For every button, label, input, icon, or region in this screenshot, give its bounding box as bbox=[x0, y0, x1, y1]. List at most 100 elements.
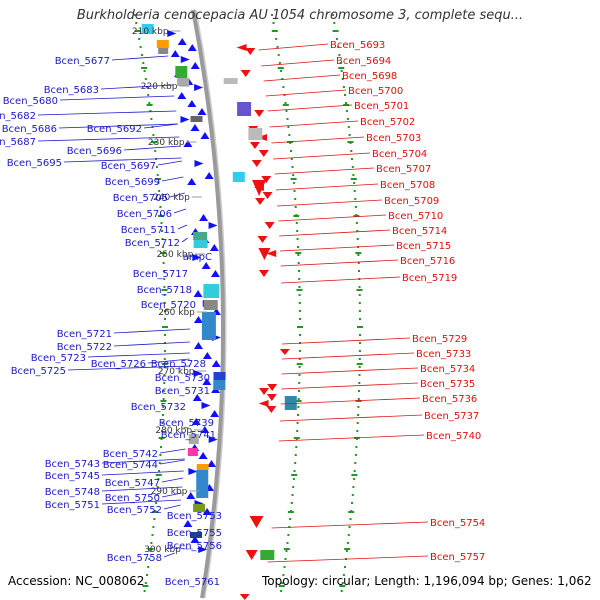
gene-label-right[interactable]: Bcen_5694 bbox=[336, 56, 391, 67]
track-dot bbox=[282, 574, 285, 576]
track-dot bbox=[284, 102, 287, 104]
gene-label-left[interactable]: Bcen_5751 bbox=[45, 500, 100, 511]
gene-arrow bbox=[187, 178, 197, 185]
track-dot bbox=[147, 94, 150, 96]
gene-label-left[interactable]: Bcen_5741 bbox=[161, 430, 216, 441]
gene-label-left[interactable]: Bcen_5745 bbox=[45, 471, 100, 482]
gene-label-left[interactable]: Bcen_5682 bbox=[0, 111, 36, 122]
track-dash bbox=[146, 104, 153, 106]
gene-label-right[interactable]: Bcen_5716 bbox=[400, 256, 455, 267]
gene-label-right[interactable]: Bcen_5714 bbox=[392, 226, 447, 237]
track-dash bbox=[271, 30, 278, 32]
gene-label-left[interactable]: Bcen_5697 bbox=[101, 161, 156, 172]
gene-label-left[interactable]: Bcen_5761 bbox=[165, 577, 220, 588]
gene-label-left[interactable]: Bcen_5726 bbox=[91, 359, 146, 370]
gene-label-right[interactable]: Bcen_5754 bbox=[430, 518, 485, 529]
gene-label-left[interactable]: ampC bbox=[183, 252, 212, 263]
track-dot bbox=[351, 502, 353, 504]
gene-label-right[interactable]: Bcen_5715 bbox=[396, 241, 451, 252]
track-dot bbox=[350, 150, 353, 152]
track-dash bbox=[142, 585, 149, 587]
track-dot bbox=[155, 494, 158, 496]
gene-label-right[interactable]: Bcen_5707 bbox=[376, 164, 431, 175]
gene-label-left[interactable]: Bcen_5743 bbox=[45, 459, 100, 470]
gene-label-left[interactable]: Bcen_5732 bbox=[131, 402, 186, 413]
leader-line-left bbox=[113, 328, 191, 334]
gene-label-left[interactable]: Bcen_5723 bbox=[31, 353, 86, 364]
track-dash bbox=[151, 141, 158, 143]
gene-label-right[interactable]: Bcen_5701 bbox=[354, 101, 409, 112]
gene-label-right[interactable]: Bcen_5733 bbox=[416, 349, 471, 360]
gene-label-left[interactable]: Bcen_5755 bbox=[167, 528, 222, 539]
gene-label-right[interactable]: Bcen_5740 bbox=[426, 431, 481, 442]
gene-label-left[interactable]: Bcen_5730 bbox=[155, 373, 210, 384]
track-dot bbox=[348, 526, 351, 528]
gene-label-left[interactable]: Bcen_5720 bbox=[141, 300, 196, 311]
gene-label-left[interactable]: Bcen_5758 bbox=[107, 553, 162, 564]
gene-label-right[interactable]: Bcen_5698 bbox=[342, 71, 397, 82]
leader-line-left bbox=[159, 459, 185, 465]
gene-label-left[interactable]: Bcen_5687 bbox=[0, 137, 36, 148]
gene-label-left[interactable]: Bcen_5739 bbox=[159, 418, 214, 429]
gene-label-left[interactable]: Bcen_5680 bbox=[3, 96, 58, 107]
track-dot bbox=[160, 446, 162, 448]
gene-label-left[interactable]: Bcen_5722 bbox=[57, 342, 112, 353]
gene-label-right[interactable]: Bcen_5719 bbox=[402, 273, 457, 284]
track-dot bbox=[295, 222, 298, 224]
gene-label-left[interactable]: Bcen_5712 bbox=[125, 238, 180, 249]
gene-label-right[interactable]: Bcen_5735 bbox=[420, 379, 475, 390]
track-dash bbox=[293, 437, 300, 439]
gene-label-right[interactable]: Bcen_5757 bbox=[430, 552, 485, 563]
leader-line-left bbox=[181, 237, 188, 243]
gene-label-right[interactable]: Bcen_5700 bbox=[348, 86, 403, 97]
gene-label-right[interactable]: Bcen_5710 bbox=[388, 211, 443, 222]
gene-label-right[interactable]: Bcen_5709 bbox=[384, 196, 439, 207]
gene-label-right[interactable]: Bcen_5702 bbox=[360, 117, 415, 128]
leader-line-left bbox=[37, 110, 177, 116]
gene-label-left[interactable]: Bcen_5748 bbox=[45, 487, 100, 498]
gene-label-right[interactable]: Bcen_5729 bbox=[412, 334, 467, 345]
gene-label-left[interactable]: Bcen_5718 bbox=[137, 285, 192, 296]
gene-label-left[interactable]: Bcen_5717 bbox=[133, 269, 188, 280]
gene-label-left[interactable]: Bcen_5699 bbox=[105, 177, 160, 188]
gene-label-left[interactable]: Bcen_5725 bbox=[11, 366, 66, 377]
track-dot bbox=[152, 526, 155, 528]
gene-label-left[interactable]: Bcen_5706 bbox=[117, 209, 172, 220]
gene-label-left[interactable]: Bcen_5742 bbox=[103, 449, 158, 460]
track-dot bbox=[297, 414, 299, 416]
gene-label-right[interactable]: Bcen_5737 bbox=[424, 411, 479, 422]
gene-arrow bbox=[240, 70, 251, 77]
gene-label-left[interactable]: Bcen_5721 bbox=[57, 329, 112, 340]
gene-label-left[interactable]: Bcen_5711 bbox=[121, 225, 176, 236]
track-dot bbox=[357, 262, 360, 264]
gene-label-left[interactable]: Bcen_5753 bbox=[167, 511, 222, 522]
leader-line-right bbox=[258, 43, 329, 51]
gene-label-left[interactable]: Bcen_5756 bbox=[167, 541, 222, 552]
gene-label-left[interactable]: Bcen_5731 bbox=[155, 386, 210, 397]
track-dash bbox=[293, 215, 300, 217]
gene-label-left[interactable]: Bcen_5677 bbox=[55, 56, 110, 67]
gene-label-right[interactable]: Bcen_5703 bbox=[366, 133, 421, 144]
gene-label-left[interactable]: Bcen_5683 bbox=[44, 85, 99, 96]
gene-label-left[interactable]: Bcen_5750 bbox=[105, 493, 160, 504]
gene-label-left[interactable]: Bcen_5705 bbox=[113, 193, 168, 204]
gene-label-right[interactable]: Bcen_5736 bbox=[422, 394, 477, 405]
track-dot bbox=[340, 70, 343, 72]
gene-label-left[interactable]: Bcen_5686 bbox=[2, 124, 57, 135]
track-dot bbox=[287, 534, 290, 536]
track-dot bbox=[288, 134, 291, 136]
gene-arrow bbox=[251, 160, 262, 167]
gene-label-left[interactable]: Bcen_5744 bbox=[103, 460, 158, 471]
gene-label-right[interactable]: Bcen_5708 bbox=[380, 180, 435, 191]
gene-label-right[interactable]: Bcen_5704 bbox=[372, 149, 427, 160]
track-dot bbox=[161, 422, 164, 424]
gene-label-left[interactable]: Bcen_5695 bbox=[7, 158, 62, 169]
gene-label-left[interactable]: Bcen_5752 bbox=[107, 505, 162, 516]
gene-label-left[interactable]: Bcen_5728 bbox=[151, 359, 206, 370]
track-dash bbox=[348, 511, 355, 513]
gene-label-left[interactable]: Bcen_5692 bbox=[87, 124, 142, 135]
gene-label-left[interactable]: Bcen_5696 bbox=[67, 146, 122, 157]
gene-label-left[interactable]: Bcen_5747 bbox=[105, 478, 160, 489]
gene-label-right[interactable]: Bcen_5734 bbox=[420, 364, 475, 375]
gene-label-right[interactable]: Bcen_5693 bbox=[330, 40, 385, 51]
